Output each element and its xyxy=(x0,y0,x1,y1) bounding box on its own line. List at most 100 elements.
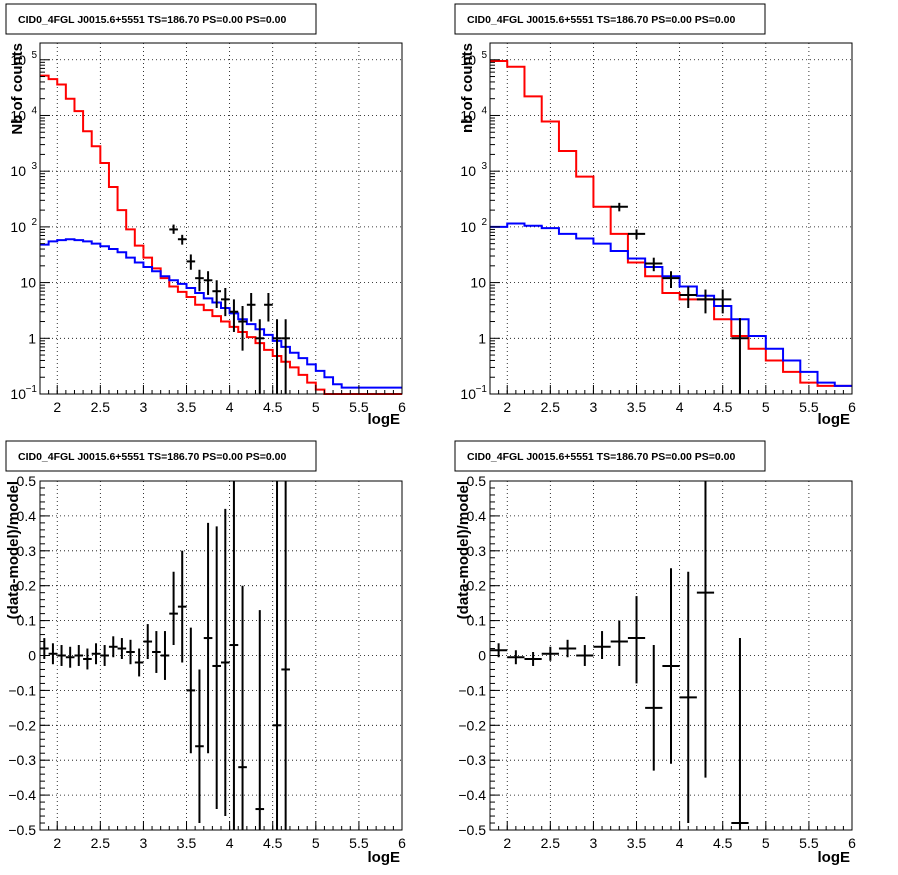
y-tick-label: −0.1 xyxy=(458,682,486,698)
data-point xyxy=(662,271,680,288)
data-point xyxy=(143,624,153,659)
x-tick-label: 5 xyxy=(762,399,770,415)
grid xyxy=(40,43,402,394)
data-point xyxy=(212,526,221,810)
y-tick-exponent: −1 xyxy=(26,384,38,395)
data-point xyxy=(126,639,135,665)
pad-residuals-left: 2 2.5 3 3.5 4 4.5 5 5.5 6 −0.5 −0.4 −0.3 −0.2 −0.1 0 0.… xyxy=(5,440,406,866)
y-tick-label: −0.2 xyxy=(458,717,486,733)
y-tick-label: −0.5 xyxy=(458,822,486,838)
y-tick-label: 1 xyxy=(478,330,486,346)
data-point xyxy=(203,271,213,295)
data-point xyxy=(169,571,178,646)
x-tick-label: 4 xyxy=(226,399,234,415)
data-point xyxy=(246,293,256,322)
data-point xyxy=(264,293,273,322)
y-tick-label: −0.4 xyxy=(458,787,486,803)
x-tick-label: 6 xyxy=(398,399,406,415)
y-tick-label: −0.3 xyxy=(458,752,486,768)
title-box xyxy=(454,3,766,35)
grid xyxy=(490,43,852,394)
x-tick-label: 3.5 xyxy=(627,835,647,851)
y-axis-label: (data-model)/model xyxy=(455,481,472,619)
y-tick-exponent: 5 xyxy=(31,50,37,61)
y-tick-label: 10 xyxy=(460,163,476,179)
data-points xyxy=(169,224,290,394)
data-point xyxy=(203,522,213,754)
x-tick-label: 5.5 xyxy=(349,399,369,415)
y-axis-label: Nb of counts xyxy=(9,43,26,135)
title-box xyxy=(454,440,766,472)
grid xyxy=(40,481,402,830)
axis-ticks: 2 2.5 3 3.5 4 4.5 5 5.5 6 −0.5 −0.4 −0.3 −0.2 −0.1 0 0.… xyxy=(458,473,856,851)
y-tick-label: 10 xyxy=(10,386,26,402)
data-point xyxy=(645,257,663,272)
y-tick-label: 10 xyxy=(10,163,26,179)
y-tick-label: 10 xyxy=(470,275,486,291)
plot-frame xyxy=(39,42,403,395)
x-axis-label: logE xyxy=(818,411,851,428)
y-tick-label: 0 xyxy=(478,648,486,664)
x-tick-label: 2.5 xyxy=(541,835,561,851)
y-tick-label: −0.3 xyxy=(8,752,36,768)
x-axis-label: logE xyxy=(818,849,851,866)
data-point xyxy=(48,643,58,665)
y-tick-label: 10 xyxy=(10,219,26,235)
y-tick-label: 10 xyxy=(10,52,26,68)
x-tick-label: 3 xyxy=(140,835,148,851)
y-tick-label: −0.5 xyxy=(8,822,36,838)
data-point xyxy=(160,631,170,680)
data-point xyxy=(524,652,542,666)
data-point xyxy=(212,280,221,308)
data-point xyxy=(541,646,559,661)
x-tick-label: 5 xyxy=(312,399,320,415)
data-point xyxy=(627,596,646,684)
data-point xyxy=(83,648,92,670)
x-tick-label: 2 xyxy=(503,835,511,851)
x-tick-label: 6 xyxy=(398,835,406,851)
x-axis-label: logE xyxy=(368,411,401,428)
y-tick-label: 0.5 xyxy=(467,473,487,489)
y-tick-exponent: −1 xyxy=(476,384,488,395)
data-point xyxy=(108,636,118,658)
data-point xyxy=(229,481,239,830)
data-point xyxy=(610,620,628,666)
data-point xyxy=(281,319,290,394)
pad-title: CID0_4FGL J0015.6+5551 TS=186.70 PS=0.00… xyxy=(18,451,286,463)
y-tick-label: 0.5 xyxy=(17,473,37,489)
x-tick-label: 4.5 xyxy=(713,399,733,415)
x-tick-label: 3.5 xyxy=(177,835,197,851)
x-tick-label: 5 xyxy=(762,835,770,851)
x-tick-label: 6 xyxy=(848,835,856,851)
title-box xyxy=(5,3,317,35)
y-tick-label: 1 xyxy=(28,330,36,346)
data-point xyxy=(576,645,594,666)
data-point xyxy=(186,627,196,754)
y-tick-label: 10 xyxy=(460,219,476,235)
y-tick-label: 0 xyxy=(28,648,36,664)
data-point xyxy=(731,318,749,394)
data-point xyxy=(593,631,611,659)
histogram-series xyxy=(40,74,402,395)
x-tick-label: 3.5 xyxy=(177,399,197,415)
x-tick-label: 2 xyxy=(503,399,511,415)
y-tick-label: 10 xyxy=(460,52,476,68)
pad-title: CID0_4FGL J0015.6+5551 TS=186.70 PS=0.00… xyxy=(467,14,735,26)
data-point xyxy=(238,305,247,351)
x-tick-label: 2 xyxy=(53,835,61,851)
histogram-source xyxy=(40,238,402,389)
x-tick-label: 2.5 xyxy=(91,399,111,415)
y-tick-exponent: 2 xyxy=(481,217,487,228)
data-point xyxy=(696,481,715,778)
data-point xyxy=(627,229,646,240)
data-point xyxy=(221,287,230,317)
data-point xyxy=(272,319,282,394)
y-tick-label: 0.3 xyxy=(17,543,37,559)
data-point xyxy=(91,643,101,665)
y-tick-label: −0.2 xyxy=(8,717,36,733)
data-point xyxy=(169,224,178,234)
x-tick-label: 2.5 xyxy=(91,835,111,851)
x-tick-label: 2 xyxy=(53,399,61,415)
data-point xyxy=(65,646,75,668)
